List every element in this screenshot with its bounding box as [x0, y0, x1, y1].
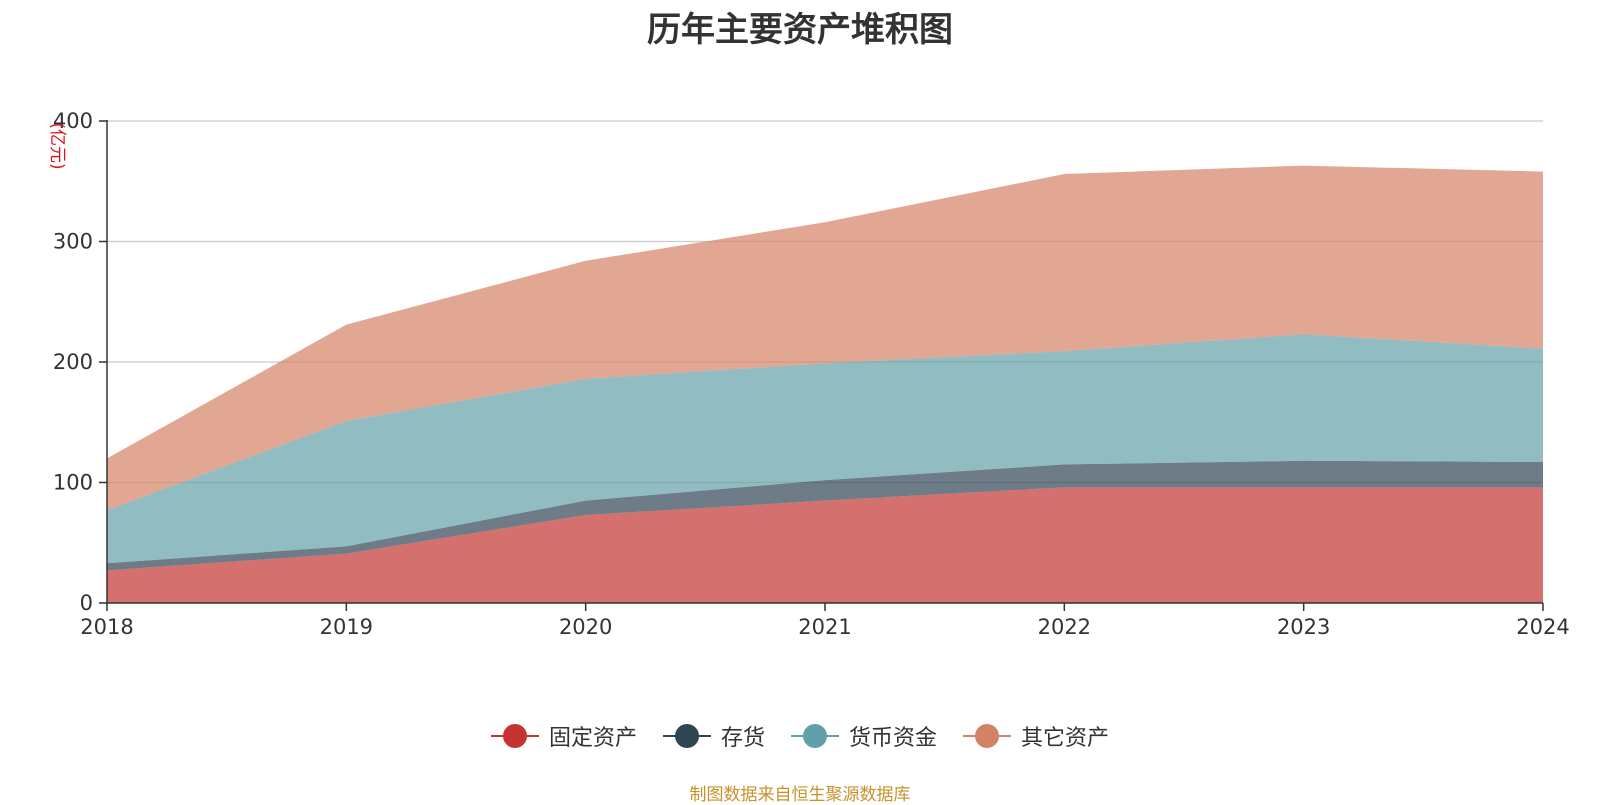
area-series-3[interactable] — [107, 334, 1543, 564]
y-tick-label: 200 — [53, 350, 93, 374]
x-tick-label: 2020 — [559, 615, 612, 639]
x-tick-label: 2021 — [798, 615, 851, 639]
legend-marker — [490, 724, 539, 748]
legend-label: 货币资金 — [849, 726, 938, 751]
legend-marker — [791, 724, 839, 748]
legend-item-3[interactable]: 货币资金 — [791, 720, 937, 752]
legend-label: 其它资产 — [1021, 726, 1110, 751]
y-tick-label: 300 — [53, 230, 93, 254]
legend-marker — [963, 724, 1012, 748]
x-tick-label: 2018 — [80, 615, 133, 639]
legend-label: 存货 — [720, 726, 765, 751]
data-source-note: 制图数据来自恒生聚源数据库 — [689, 785, 911, 805]
legend: 固定资产 存货 货币资金 其它资产 — [0, 720, 1600, 752]
x-tick-label: 2022 — [1038, 615, 1091, 639]
legend-item-4[interactable]: 其它资产 — [963, 720, 1109, 752]
y-tick-label: 400 — [53, 109, 93, 133]
area-series-4[interactable] — [107, 165, 1543, 511]
legend-item-2[interactable]: 存货 — [662, 720, 765, 752]
y-unit-label: (亿元) — [47, 122, 67, 169]
y-tick-label: 0 — [80, 591, 93, 615]
legend-label: 固定资产 — [548, 726, 637, 751]
area-series-1[interactable] — [107, 487, 1543, 603]
x-tick-label: 2023 — [1277, 615, 1330, 639]
x-tick-label: 2024 — [1516, 615, 1569, 639]
axes: 0 100 200 300 400 2018 2019 2020 2021 2022 2023 202… — [53, 109, 1570, 639]
legend-item-1[interactable]: 固定资产 — [490, 720, 637, 752]
y-tick-label: 100 — [53, 471, 93, 495]
x-tick-label: 2019 — [320, 615, 373, 639]
legend-marker — [662, 724, 711, 748]
area-series-2[interactable] — [107, 460, 1543, 571]
stacked-area-chart: 0 100 200 300 400 2018 2019 2020 2021 2022 2023 202… — [47, 109, 1570, 639]
chart-title: 历年主要资产堆积图 — [647, 10, 953, 50]
area-series — [107, 165, 1543, 603]
